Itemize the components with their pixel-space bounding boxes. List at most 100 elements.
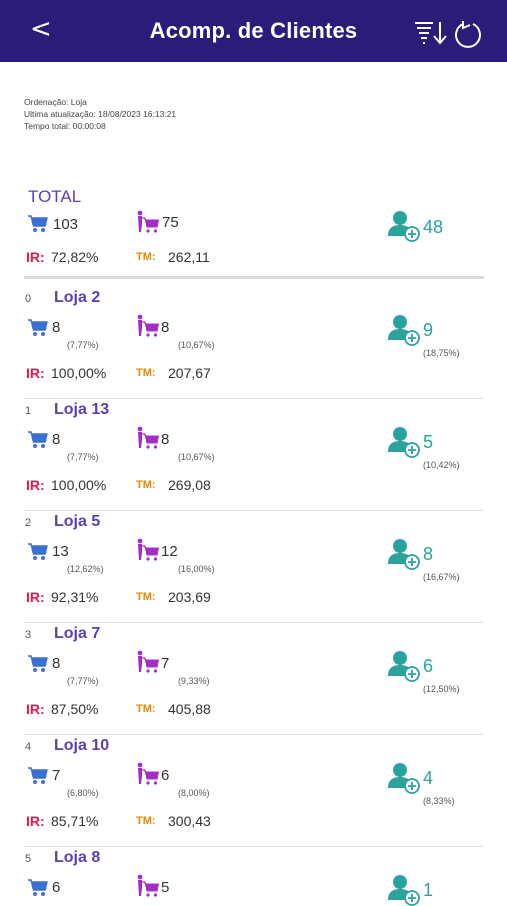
cart-icon [27, 765, 49, 785]
list-item[interactable]: 2 Loja 5 13 (12,62%) 12 (16,00%) 8 (16,6… [0, 511, 507, 623]
ir-value: 87,50% [51, 701, 99, 717]
new-clients-value: 4 [423, 768, 434, 788]
shopping-person-icon [136, 650, 160, 674]
tm-label: TM: [136, 815, 156, 827]
shop-value: 7 [161, 655, 170, 672]
row-index: 2 [25, 517, 32, 529]
new-clients-percent: (10,42%) [423, 460, 460, 470]
ir-label: IR: [26, 477, 45, 493]
cart-icon [27, 877, 49, 897]
shopping-person-icon [136, 538, 160, 562]
cart-value: 8 [52, 431, 61, 448]
new-clients-percent: (16,67%) [423, 572, 460, 582]
shopping-person-icon [136, 426, 160, 450]
tm-value: 405,88 [168, 701, 211, 717]
shop-percent: (10,67%) [178, 340, 215, 350]
cart-icon [27, 429, 49, 449]
new-clients-value: 6 [423, 656, 434, 676]
cart-icon [27, 653, 49, 673]
list-item[interactable]: 0 Loja 2 8 (7,77%) 8 (10,67%) 9 (18,75%)… [0, 287, 507, 399]
store-name: Loja 10 [54, 737, 110, 754]
row-divider [24, 846, 484, 847]
list-item[interactable]: 5 Loja 8 6 5 1 [0, 847, 507, 900]
row-index: 3 [25, 629, 32, 641]
shopping-person-icon [136, 874, 160, 898]
store-name: Loja 13 [54, 401, 110, 418]
shop-percent: (8,00%) [178, 788, 210, 798]
ir-label: IR: [26, 365, 45, 381]
cart-percent: (7,77%) [67, 340, 99, 350]
tm-value: 300,43 [168, 813, 211, 829]
tm-label: TM: [136, 703, 156, 715]
shopping-person-icon [136, 314, 160, 338]
app-header: < Acomp. de Clientes [0, 0, 507, 62]
list-item[interactable]: 4 Loja 10 7 (6,80%) 6 (8,00%) 4 (8,33%) … [0, 735, 507, 847]
tm-label: TM: [136, 367, 156, 379]
user-add-icon [387, 314, 421, 346]
user-add-icon [387, 426, 421, 458]
shop-value: 6 [161, 767, 170, 784]
row-index: 0 [25, 293, 32, 305]
cart-percent: (7,77%) [67, 676, 99, 686]
last-update-text: Ultima atualização: 18/08/2023 16:13:21 [24, 109, 177, 119]
list-item[interactable]: 1 Loja 13 8 (7,77%) 8 (10,67%) 5 (10,42%… [0, 399, 507, 511]
sort-descending-icon[interactable] [413, 20, 447, 46]
ir-value: 100,00% [51, 477, 107, 493]
cart-value: 6 [52, 879, 61, 896]
shop-value: 12 [161, 543, 178, 560]
user-add-icon [387, 538, 421, 570]
ir-label: IR: [26, 249, 45, 265]
tm-label: TM: [136, 479, 156, 491]
store-name: Loja 8 [54, 849, 101, 866]
total-summary: TOTAL 103 75 48 IR: 72,82% TM: 262,11 [0, 183, 507, 276]
shop-value: 8 [161, 319, 170, 336]
ir-value: 85,71% [51, 813, 99, 829]
shopping-person-icon [136, 210, 160, 234]
total-time-text: Tempo total: 00:00:08 [24, 121, 106, 131]
row-divider [24, 510, 484, 511]
shop-value: 8 [161, 431, 170, 448]
ir-value: 100,00% [51, 365, 107, 381]
shop-value: 5 [161, 879, 170, 896]
ir-label: IR: [26, 701, 45, 717]
new-clients-value: 5 [423, 432, 434, 452]
new-clients-value: 1 [423, 880, 434, 900]
total-title: TOTAL [28, 187, 82, 206]
cart-percent: (7,77%) [67, 452, 99, 462]
new-clients-percent: (8,33%) [423, 796, 455, 806]
user-add-icon [387, 210, 421, 242]
total-tm-value: 262,11 [168, 249, 210, 265]
row-divider [24, 398, 484, 399]
ir-label: IR: [26, 813, 45, 829]
tm-label: TM: [136, 591, 156, 603]
new-clients-value: 9 [423, 320, 434, 340]
refresh-icon[interactable] [453, 20, 483, 50]
user-add-icon [387, 762, 421, 794]
cart-value: 8 [52, 655, 61, 672]
store-name: Loja 2 [54, 289, 101, 306]
total-divider [24, 276, 484, 279]
shop-percent: (10,67%) [178, 452, 215, 462]
row-index: 5 [25, 853, 32, 865]
page-title: Acomp. de Clientes [149, 18, 358, 43]
back-button[interactable]: < [30, 14, 52, 44]
user-add-icon [387, 650, 421, 682]
ir-label: IR: [26, 589, 45, 605]
cart-icon [27, 317, 49, 337]
total-shop-value: 75 [162, 214, 179, 231]
tm-label: TM: [136, 251, 156, 263]
list-item[interactable]: 3 Loja 7 8 (7,77%) 7 (9,33%) 6 (12,50%) … [0, 623, 507, 735]
tm-value: 207,67 [168, 365, 211, 381]
total-new-value: 48 [423, 217, 444, 237]
ordering-text: Ordenação: Loja [24, 97, 87, 107]
row-index: 1 [25, 405, 32, 417]
cart-icon [27, 213, 49, 233]
cart-value: 13 [52, 543, 69, 560]
user-add-icon [387, 874, 421, 906]
cart-icon [27, 541, 49, 561]
cart-value: 8 [52, 319, 61, 336]
cart-percent: (6,80%) [67, 788, 99, 798]
total-cart-value: 103 [53, 216, 79, 233]
tm-value: 203,69 [168, 589, 211, 605]
store-name: Loja 7 [54, 625, 101, 642]
